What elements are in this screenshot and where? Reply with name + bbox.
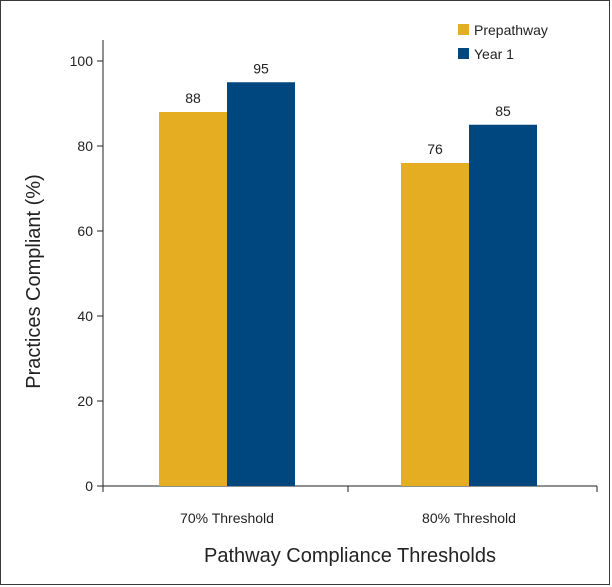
legend-label-year-1: Year 1 [474, 46, 514, 62]
bar-value-label: 76 [427, 141, 443, 157]
x-category-label: 70% Threshold [180, 510, 274, 526]
bar-year-1 [227, 82, 295, 486]
bar-prepathway [401, 163, 469, 486]
bar-value-label: 88 [185, 90, 201, 106]
x-axis-title: Pathway Compliance Thresholds [204, 545, 496, 567]
y-tick-label: 20 [77, 393, 93, 409]
x-category-label: 80% Threshold [422, 510, 516, 526]
y-tick-label: 40 [77, 308, 93, 324]
y-tick-label: 0 [85, 478, 93, 494]
data-labels: 88 76 95 85 [185, 60, 511, 157]
bar-value-label: 85 [495, 103, 511, 119]
bar-prepathway [159, 112, 227, 486]
y-axis-title: Practices Compliant (%) [23, 174, 45, 389]
legend: Prepathway Year 1 [458, 22, 548, 62]
y-axis-ticks: 0 20 40 60 80 100 [70, 53, 103, 494]
legend-swatch-prepathway [458, 24, 469, 35]
bar-year-1 [469, 124, 537, 486]
y-tick-label: 80 [77, 138, 93, 154]
y-tick-label: 100 [70, 53, 94, 69]
legend-swatch-year-1 [458, 48, 469, 59]
legend-label-prepathway: Prepathway [474, 22, 548, 38]
bars [159, 82, 537, 486]
x-axis-ticks: 70% Threshold 80% Threshold [102, 486, 598, 526]
bar-value-label: 95 [253, 60, 269, 76]
y-tick-label: 60 [77, 223, 93, 239]
